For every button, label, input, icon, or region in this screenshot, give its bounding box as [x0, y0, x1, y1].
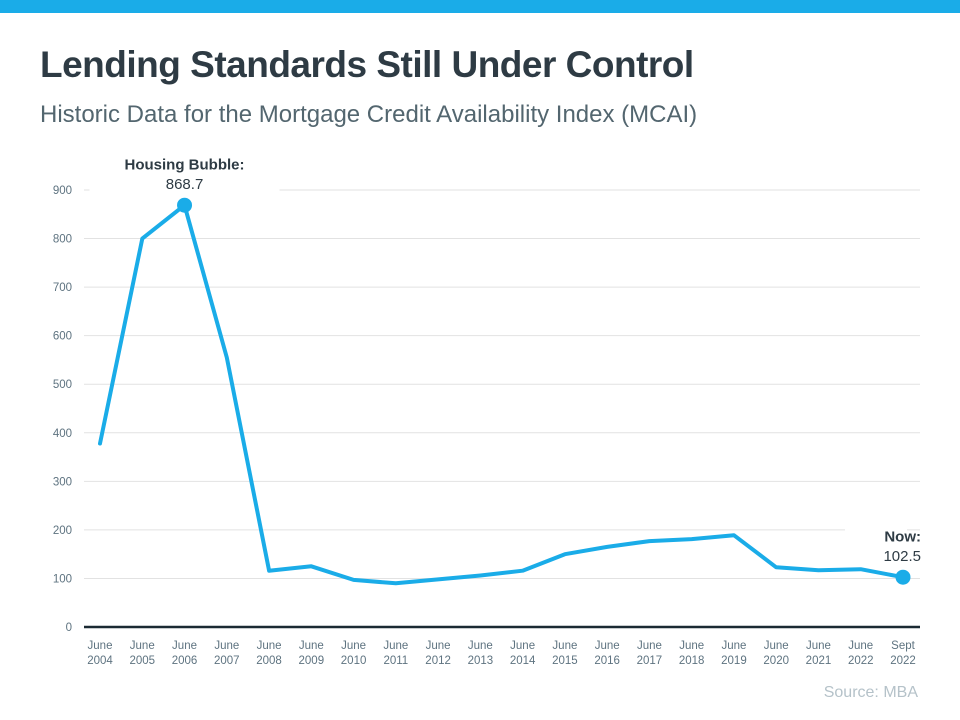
y-tick-label: 800	[53, 234, 72, 246]
annotation-label: Now:	[884, 529, 921, 546]
y-tick-label: 600	[53, 331, 72, 343]
x-tick-label: June	[552, 640, 577, 652]
x-tick-label: June	[764, 640, 789, 652]
annotation-backplate	[89, 147, 280, 192]
mcai-data-line	[98, 203, 905, 586]
x-tick-label: June	[214, 640, 239, 652]
x-tick-label: 2022	[848, 655, 874, 667]
x-tick-label: 2005	[129, 655, 155, 667]
x-tick-label: 2009	[299, 655, 325, 667]
page-subtitle: Historic Data for the Mortgage Credit Av…	[40, 101, 698, 128]
x-tick-label: June	[257, 640, 282, 652]
x-tick-label: June	[299, 640, 324, 652]
x-tick-label: 2004	[87, 655, 113, 667]
x-tick-label: 2006	[172, 655, 198, 667]
annotation-label: Housing Bubble:	[125, 157, 245, 174]
x-tick-label: 2007	[214, 655, 240, 667]
y-tick-label: 400	[53, 428, 72, 440]
data-point-marker	[895, 569, 911, 585]
x-tick-label: 2011	[383, 655, 408, 667]
x-tick-label: 2018	[679, 655, 705, 667]
x-tick-label: Sept	[891, 640, 915, 652]
x-tick-label: June	[510, 640, 535, 652]
x-tick-label: 2015	[552, 655, 578, 667]
annotation-value: 868.7	[166, 176, 204, 193]
x-tick-label: June	[468, 640, 493, 652]
x-tick-label: 2012	[425, 655, 451, 667]
x-tick-label: 2019	[721, 655, 747, 667]
x-tick-label: 2016	[594, 655, 620, 667]
x-tick-label: June	[383, 640, 408, 652]
x-tick-label: June	[172, 640, 197, 652]
x-tick-label: June	[721, 640, 746, 652]
y-tick-label: 700	[53, 282, 72, 294]
data-point-marker	[177, 197, 193, 213]
source-note: Source: MBA	[823, 684, 918, 701]
x-tick-label: 2014	[510, 655, 536, 667]
y-tick-label: 0	[66, 622, 72, 634]
x-tick-label: 2013	[468, 655, 494, 667]
y-tick-label: 300	[53, 476, 72, 488]
x-tick-label: June	[130, 640, 155, 652]
annotation-backplate	[845, 519, 907, 564]
x-tick-label: June	[679, 640, 704, 652]
annotation-value: 102.5	[883, 548, 921, 565]
x-tick-label: June	[848, 640, 873, 652]
x-tick-label: June	[341, 640, 366, 652]
x-tick-label: 2010	[341, 655, 367, 667]
x-tick-label: 2017	[637, 655, 663, 667]
x-tick-label: June	[88, 640, 113, 652]
x-tick-label: June	[637, 640, 662, 652]
x-tick-label: June	[595, 640, 620, 652]
y-tick-label: 200	[53, 525, 72, 537]
x-tick-label: 2008	[256, 655, 282, 667]
y-tick-label: 500	[53, 379, 72, 391]
page-title: Lending Standards Still Under Control	[40, 44, 694, 85]
x-tick-label: 2020	[763, 655, 789, 667]
top-accent-bar	[0, 0, 960, 13]
x-tick-label: 2021	[806, 655, 832, 667]
x-tick-label: 2022	[890, 655, 916, 667]
x-tick-label: June	[426, 640, 451, 652]
x-tick-label: June	[806, 640, 831, 652]
y-tick-label: 100	[53, 573, 72, 585]
y-tick-label: 900	[53, 185, 72, 197]
